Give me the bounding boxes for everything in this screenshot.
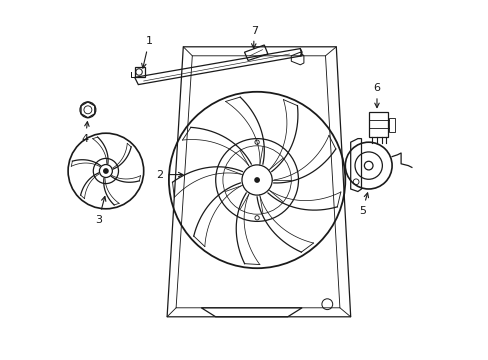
Text: 1: 1 bbox=[142, 36, 152, 68]
Bar bbox=[387, 118, 394, 132]
Circle shape bbox=[103, 169, 108, 173]
Text: 6: 6 bbox=[373, 83, 380, 108]
Text: 3: 3 bbox=[95, 197, 105, 225]
Circle shape bbox=[254, 178, 259, 182]
Text: 4: 4 bbox=[81, 122, 89, 144]
Text: 5: 5 bbox=[358, 193, 368, 216]
Text: 2: 2 bbox=[156, 170, 183, 180]
Bar bbox=[368, 112, 387, 137]
Text: 7: 7 bbox=[250, 26, 257, 48]
